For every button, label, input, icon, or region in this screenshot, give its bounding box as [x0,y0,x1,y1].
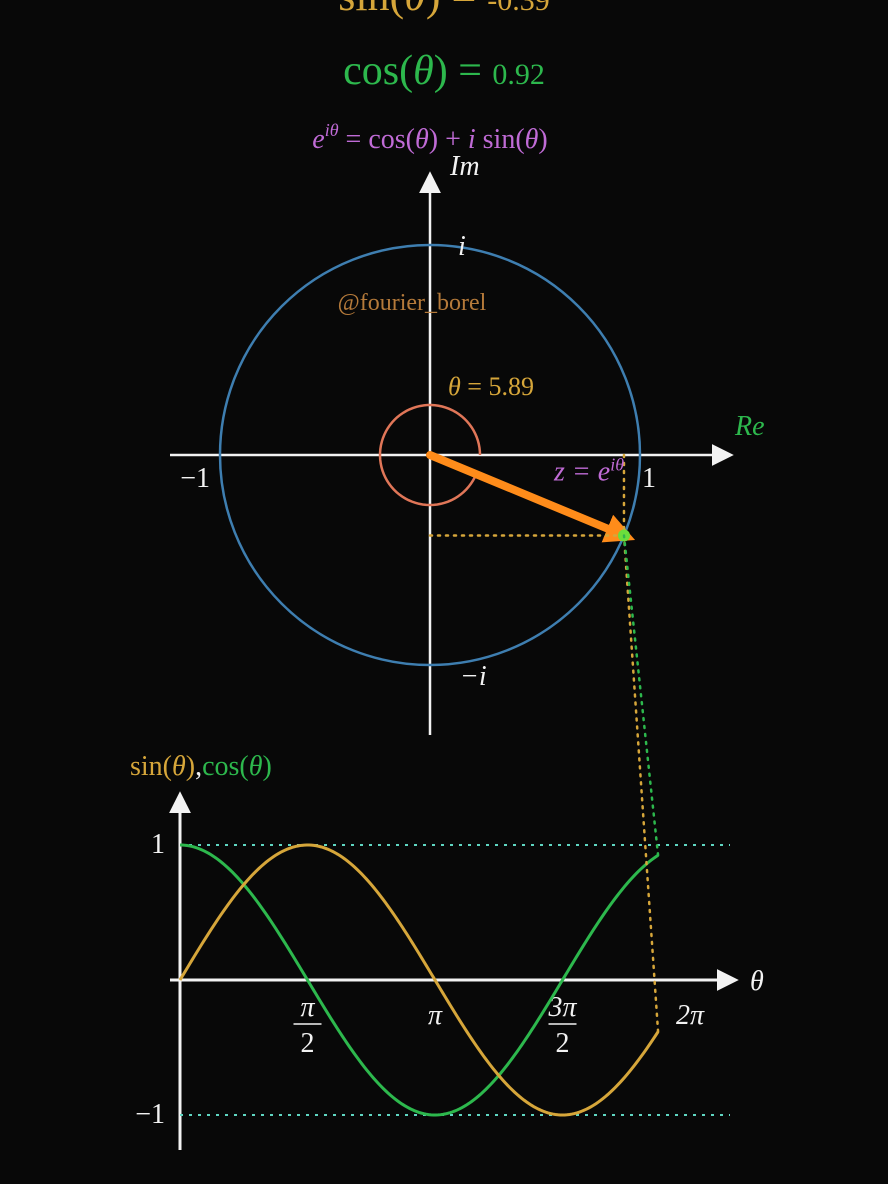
wave-tick-1: π [428,1000,443,1031]
euler-formula-text: eiθ = cos(θ) + i sin(θ) [312,120,548,155]
wave-y-label: sin(θ),cos(θ) [130,751,272,782]
wave-tick-0: π [300,992,315,1023]
im-axis-label: Im [449,151,480,182]
i-label: i [458,231,466,262]
neg-one-label: −1 [180,463,210,494]
wave-one-label: 1 [151,829,165,860]
wave-tick-denom-2: 2 [556,1028,570,1059]
diagram-root: sin(θ) = -0.39cos(θ) = 0.92eiθ = cos(θ) … [0,0,888,1184]
watermark-text: @fourier_borel [338,290,487,316]
theta-axis-label: θ [750,966,764,997]
re-axis-label: Re [734,411,765,442]
neg-i-label: −i [460,661,487,692]
one-label: 1 [642,463,656,494]
wave-tick-3: 2π [676,1000,705,1031]
theta-value-label: θ = 5.89 [448,372,534,401]
wave-tick-denom-0: 2 [301,1028,315,1059]
wave-neg-one-label: −1 [135,1099,165,1130]
background [0,0,888,1184]
